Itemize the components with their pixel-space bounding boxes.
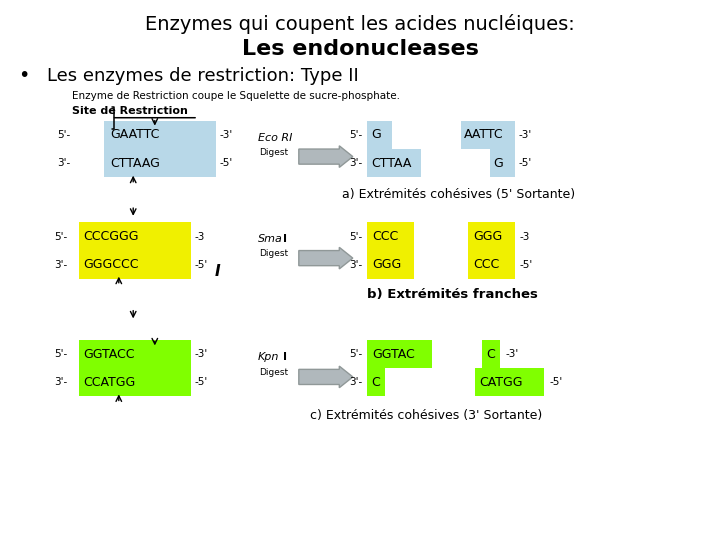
Text: 5'-: 5'- <box>349 232 362 241</box>
Text: CTTAA: CTTAA <box>371 157 411 170</box>
Bar <box>490 149 515 177</box>
Text: 5'-: 5'- <box>54 349 67 359</box>
Text: 3'-: 3'- <box>58 158 71 168</box>
Text: I: I <box>215 264 220 279</box>
Text: I: I <box>283 234 287 244</box>
Bar <box>468 222 515 251</box>
Text: GAATTC: GAATTC <box>110 129 160 141</box>
Text: GGGCCC: GGGCCC <box>83 258 138 271</box>
Bar <box>104 121 216 149</box>
Text: Enzyme de Restriction coupe le Squelette de sucre-phosphate.: Enzyme de Restriction coupe le Squelette… <box>72 91 400 101</box>
Text: CCC: CCC <box>372 230 398 243</box>
Text: -5': -5' <box>518 158 531 168</box>
Text: -3': -3' <box>505 349 518 359</box>
Text: -3: -3 <box>520 232 530 241</box>
Bar <box>475 368 544 396</box>
Text: Kpn: Kpn <box>258 353 279 362</box>
Bar <box>79 368 191 396</box>
Text: •: • <box>18 66 30 85</box>
Text: GGG: GGG <box>372 258 402 271</box>
Text: CTTAAG: CTTAAG <box>110 157 160 170</box>
FancyArrow shape <box>299 146 353 167</box>
Bar <box>468 251 515 279</box>
Text: CATGG: CATGG <box>479 376 522 389</box>
Text: CCC: CCC <box>473 258 499 271</box>
Bar <box>367 149 421 177</box>
Bar <box>367 251 414 279</box>
Text: GGTACC: GGTACC <box>83 348 135 361</box>
Text: -3': -3' <box>220 130 233 140</box>
Text: 5'-: 5'- <box>54 232 67 241</box>
Text: Enzymes qui coupent les acides nucléiques:: Enzymes qui coupent les acides nucléique… <box>145 14 575 35</box>
Text: CCCGGG: CCCGGG <box>83 230 138 243</box>
Text: Site de Restriction: Site de Restriction <box>72 106 188 116</box>
Text: 3'-: 3'- <box>349 377 362 387</box>
Text: Digest: Digest <box>259 148 288 157</box>
Text: Les enzymes de restriction: Type II: Les enzymes de restriction: Type II <box>47 66 359 85</box>
Bar <box>79 222 191 251</box>
Text: -5': -5' <box>194 260 207 269</box>
Bar <box>367 368 385 396</box>
Text: -5': -5' <box>549 377 562 387</box>
Bar <box>79 251 191 279</box>
FancyArrow shape <box>299 247 353 269</box>
Text: -5': -5' <box>520 260 533 269</box>
Text: -3: -3 <box>194 232 204 241</box>
Text: 5'-: 5'- <box>349 130 362 140</box>
Text: Sma: Sma <box>258 234 283 244</box>
Text: -3': -3' <box>194 349 207 359</box>
Text: 3'-: 3'- <box>54 377 67 387</box>
Text: -3': -3' <box>518 130 531 140</box>
Text: CCATGG: CCATGG <box>83 376 135 389</box>
Text: -5': -5' <box>220 158 233 168</box>
Text: G: G <box>371 129 381 141</box>
Bar <box>79 340 191 368</box>
Text: Digest: Digest <box>259 368 288 377</box>
Text: 5'-: 5'- <box>58 130 71 140</box>
Bar <box>367 121 392 149</box>
Text: 5'-: 5'- <box>349 349 362 359</box>
Text: C: C <box>371 376 379 389</box>
Text: 3'-: 3'- <box>349 158 362 168</box>
Text: I: I <box>283 353 287 362</box>
Text: Eco RI: Eco RI <box>258 133 292 143</box>
Text: GGG: GGG <box>473 230 503 243</box>
Bar <box>482 340 500 368</box>
Text: G: G <box>493 157 503 170</box>
Bar <box>461 121 515 149</box>
Text: a) Extrémités cohésives (5' Sortante): a) Extrémités cohésives (5' Sortante) <box>342 188 575 201</box>
Text: -5': -5' <box>194 377 207 387</box>
Text: AATTC: AATTC <box>464 129 504 141</box>
Bar <box>104 149 216 177</box>
Text: Les endonucleases: Les endonucleases <box>242 38 478 59</box>
Text: Digest: Digest <box>259 249 288 258</box>
Text: b) Extrémités franches: b) Extrémités franches <box>367 288 538 301</box>
Bar <box>367 340 432 368</box>
FancyArrow shape <box>299 366 353 388</box>
Bar <box>367 222 414 251</box>
Text: C: C <box>486 348 495 361</box>
Text: GGTAC: GGTAC <box>372 348 415 361</box>
Text: 3'-: 3'- <box>54 260 67 269</box>
Text: 3'-: 3'- <box>349 260 362 269</box>
Text: c) Extrémités cohésives (3' Sortante): c) Extrémités cohésives (3' Sortante) <box>310 409 542 422</box>
